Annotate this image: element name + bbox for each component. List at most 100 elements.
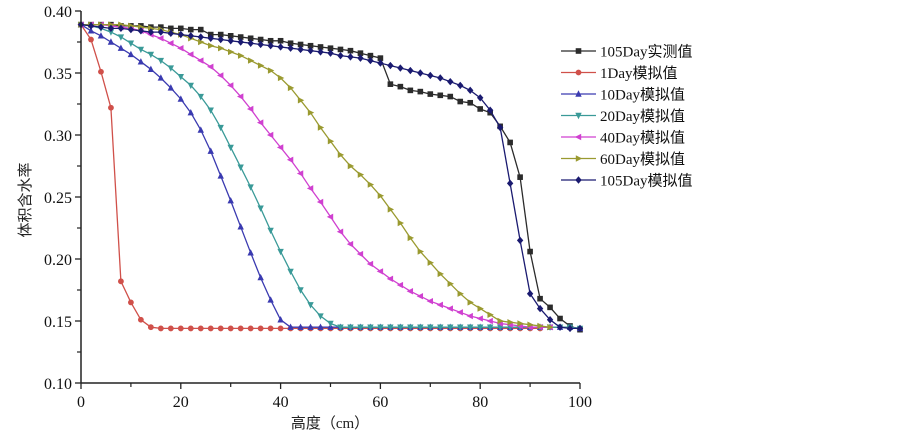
- legend-item: 105Day实测值: [561, 44, 693, 61]
- data-point: [416, 293, 424, 300]
- data-point: [97, 32, 105, 39]
- data-point: [276, 144, 284, 151]
- data-point: [516, 236, 524, 245]
- data-point: [286, 156, 294, 163]
- series-line: [80, 23, 580, 330]
- series-line: [81, 23, 581, 331]
- data-point: [436, 301, 443, 309]
- data-point: [217, 31, 224, 38]
- data-point: [247, 35, 254, 42]
- data-point: [177, 95, 184, 102]
- data-point: [526, 290, 534, 298]
- data-point: [237, 325, 244, 332]
- data-point: [88, 36, 94, 43]
- data-point: [367, 181, 375, 188]
- data-point: [178, 25, 184, 32]
- data-point: [257, 205, 264, 212]
- data-point: [167, 84, 175, 91]
- data-point: [198, 38, 205, 46]
- y-tick-label: 0.10: [44, 376, 72, 393]
- data-point: [177, 30, 184, 39]
- data-point: [477, 94, 484, 102]
- data-point: [367, 56, 374, 65]
- data-point: [457, 324, 464, 331]
- x-tick-label: 40: [273, 394, 289, 411]
- data-point: [397, 219, 405, 227]
- data-point: [87, 22, 95, 30]
- data-point: [497, 317, 504, 325]
- data-point: [347, 162, 355, 170]
- data-point: [237, 38, 244, 46]
- data-point: [417, 248, 425, 255]
- data-point: [277, 248, 284, 256]
- data-point: [267, 37, 274, 44]
- data-point: [527, 321, 534, 328]
- data-point: [427, 324, 434, 331]
- data-point: [427, 259, 434, 266]
- data-point: [287, 323, 294, 330]
- data-point: [297, 45, 304, 54]
- legend-label: 60Day模拟值: [600, 151, 685, 168]
- data-point: [327, 49, 334, 57]
- series-line: [80, 24, 581, 330]
- data-point: [218, 45, 225, 52]
- data-point: [457, 290, 464, 297]
- data-point: [447, 280, 454, 287]
- legend-item: 105Day模拟值: [561, 173, 693, 190]
- x-tick-label: 60: [372, 394, 388, 411]
- data-point: [267, 42, 274, 50]
- data-point: [237, 164, 244, 171]
- data-point: [187, 32, 194, 40]
- data-point: [117, 34, 125, 41]
- y-tick-label: 0.20: [44, 252, 72, 269]
- data-point: [437, 92, 444, 99]
- data-point: [228, 48, 235, 56]
- data-point: [227, 33, 234, 39]
- data-point: [317, 48, 324, 56]
- data-point: [167, 325, 174, 332]
- data-point: [456, 309, 463, 316]
- data-point: [537, 295, 543, 302]
- data-point: [107, 24, 115, 33]
- data-point: [257, 325, 264, 332]
- data-point: [247, 249, 254, 256]
- data-point: [477, 324, 484, 331]
- data-point: [257, 62, 265, 69]
- data-point: [417, 324, 424, 331]
- data-point: [236, 93, 244, 100]
- series-line: [80, 23, 581, 330]
- data-point: [357, 54, 364, 62]
- data-point: [157, 28, 165, 36]
- data-point: [127, 40, 135, 47]
- legend-marker: [574, 133, 582, 141]
- data-point: [297, 41, 304, 48]
- legend-item: 1Day模拟值: [561, 65, 678, 82]
- data-point: [376, 268, 384, 275]
- y-tick-label: 0.40: [44, 4, 72, 21]
- data-point: [187, 51, 194, 58]
- data-point: [487, 311, 494, 318]
- series-1: [78, 21, 583, 333]
- legend-marker: [575, 112, 582, 120]
- series-2: [78, 21, 543, 332]
- data-point: [267, 296, 274, 303]
- data-point: [297, 97, 305, 104]
- data-point: [576, 324, 584, 333]
- data-point: [187, 108, 194, 116]
- legend-marker: [575, 176, 582, 184]
- data-point: [287, 40, 294, 47]
- data-point: [297, 323, 304, 330]
- data-point: [437, 74, 444, 82]
- data-point: [387, 206, 395, 213]
- data-point: [366, 260, 374, 268]
- data-point: [267, 325, 274, 332]
- data-point: [467, 324, 474, 331]
- data-point: [297, 287, 304, 294]
- axes: 0.10 0.15 0.20 0.25 0.30 0.35 0.40 0 20 40 60 80 100: [44, 4, 592, 411]
- data-point: [247, 325, 254, 332]
- data-point: [377, 55, 384, 61]
- data-point: [247, 184, 254, 191]
- data-point: [118, 278, 124, 285]
- data-point: [407, 324, 414, 331]
- legend-label: 10Day模拟值: [600, 87, 685, 104]
